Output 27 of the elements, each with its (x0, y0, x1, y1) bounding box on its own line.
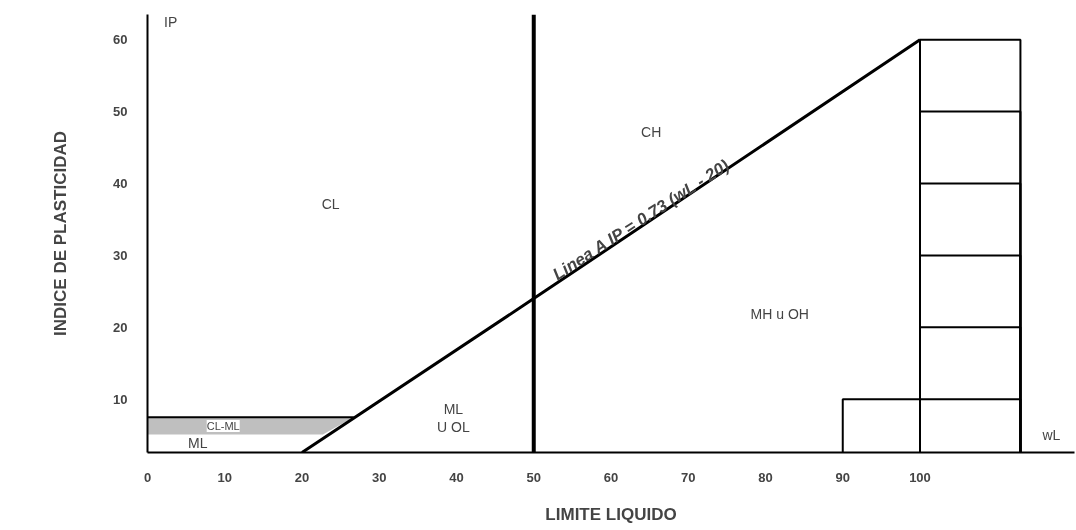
y-tick-label: 50 (113, 104, 128, 120)
annotation: CH (641, 124, 662, 141)
y-tick-label: 40 (113, 176, 128, 192)
annotation: MH u OH (750, 306, 809, 323)
y-tick-label: 10 (113, 391, 128, 407)
x-tick-label: 80 (758, 469, 773, 485)
x-tick-label: 30 (372, 469, 387, 485)
x-tick-label: 40 (449, 469, 464, 485)
x-tick-label: 0 (143, 469, 152, 485)
x-tick-label: 70 (681, 469, 696, 485)
annotation: CL-ML (206, 419, 240, 432)
annotation: ML (187, 435, 208, 452)
y-tick-label: 20 (113, 319, 128, 335)
x-tick-label: 10 (217, 469, 232, 485)
annotation: IP (164, 13, 178, 30)
y-tick-label: 30 (113, 247, 128, 263)
annotation: CL (321, 195, 340, 212)
x-tick-label: 60 (603, 469, 619, 485)
annotation: ML U OL (437, 400, 470, 435)
x-tick-label: 100 (909, 469, 931, 485)
y-tick-label: 60 (113, 32, 128, 48)
y-axis-title: INDICE DE PLASTICIDAD (51, 131, 71, 336)
annotation: wL (1041, 427, 1061, 444)
x-tick-label: 90 (835, 469, 850, 485)
x-tick-label: 20 (294, 469, 310, 485)
x-tick-label: 50 (526, 469, 541, 485)
x-axis-title: LIMITE LIQUIDO (545, 504, 677, 524)
